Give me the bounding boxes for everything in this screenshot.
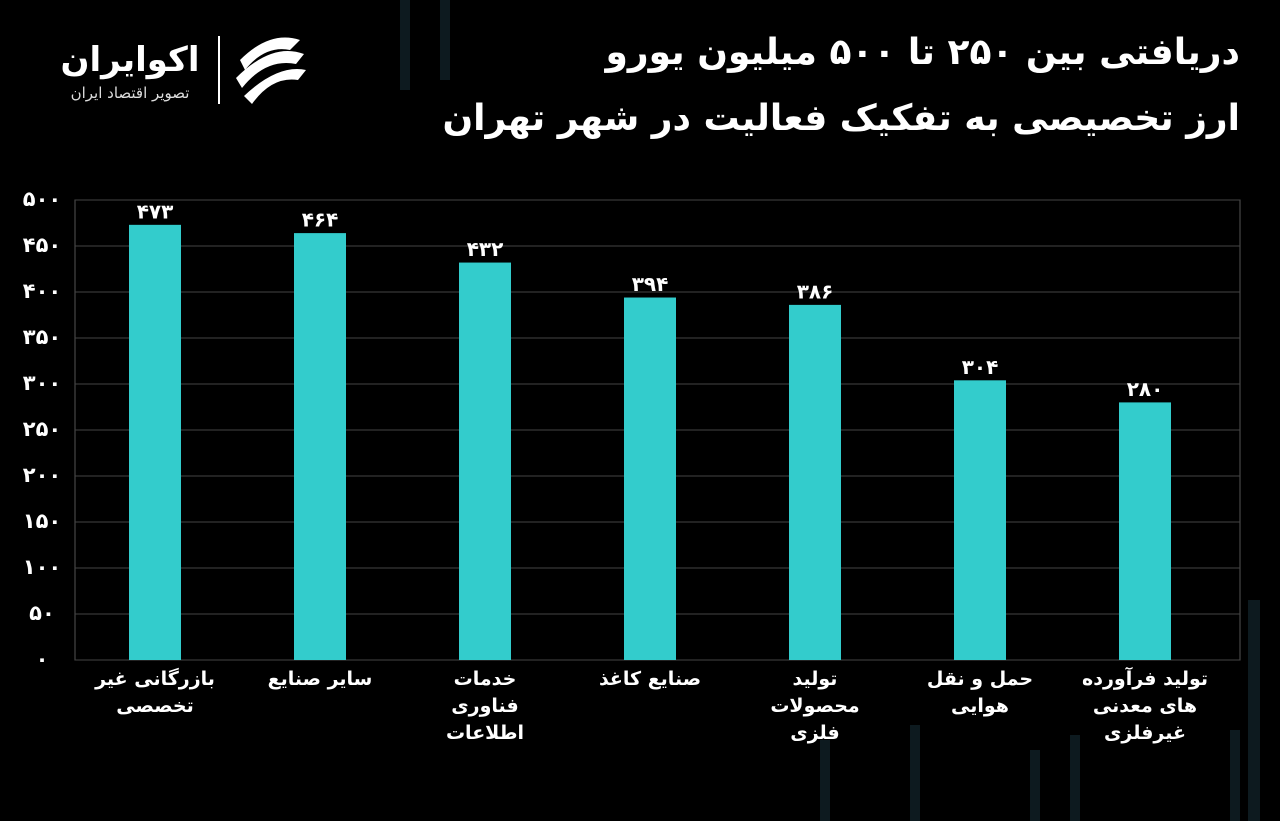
x-tick-label: تولید محصولات فلزی (770, 668, 860, 744)
x-tick-label: صنایع کاغذ (598, 668, 702, 690)
value-label: ۲۸۰ (1127, 377, 1164, 401)
logo-mark (218, 36, 306, 104)
bar (129, 224, 181, 660)
y-tick-label: ۴۰۰ (23, 279, 61, 303)
logo-tagline: تصویر اقتصاد ایران (70, 84, 190, 102)
y-tick-label: ۲۵۰ (23, 417, 61, 441)
bar (459, 262, 511, 660)
bar (294, 233, 346, 660)
value-label: ۳۰۴ (962, 355, 999, 379)
value-label: ۳۸۶ (797, 279, 834, 303)
x-tick-label: تولید فرآورده های معدنی غیرفلزی (1081, 668, 1208, 744)
chart-title: ارز تخصیصی به تفکیک فعالیت در شهر تهران (442, 98, 1240, 139)
y-tick-label: ۵۰۰ (23, 187, 61, 211)
y-tick-label: ۱۵۰ (23, 509, 61, 533)
bar (624, 297, 676, 660)
value-label: ۳۹۴ (632, 272, 669, 296)
bar (789, 304, 841, 660)
y-tick-label: ۳۰۰ (23, 371, 61, 395)
value-label: ۴۷۳ (137, 199, 174, 223)
background-decoration (400, 0, 1260, 821)
x-tick-label: بازرگانی غیر تخصصی (95, 668, 215, 717)
value-label: ۴۶۴ (302, 208, 339, 232)
y-tick-label: ۲۰۰ (23, 463, 61, 487)
chart-title: دریافتی بین ۲۵۰ تا ۵۰۰ میلیون یورو (605, 32, 1241, 73)
y-tick-label: ۱۰۰ (23, 555, 61, 579)
bar (954, 380, 1006, 660)
y-tick-label: ۳۵۰ (23, 325, 61, 349)
x-tick-label: خدمات فناوری اطلاعات (445, 668, 525, 744)
y-tick-label: ۵۰ (29, 601, 55, 625)
logo-name: اکوایران (60, 40, 200, 80)
y-tick-label: ۰ (36, 647, 49, 671)
x-tick-label: سایر صنایع (267, 668, 373, 690)
bar (1119, 402, 1171, 660)
x-tick-label: حمل و نقل هوایی (926, 668, 1034, 717)
value-label: ۴۳۲ (467, 237, 504, 261)
y-tick-label: ۴۵۰ (23, 233, 61, 257)
